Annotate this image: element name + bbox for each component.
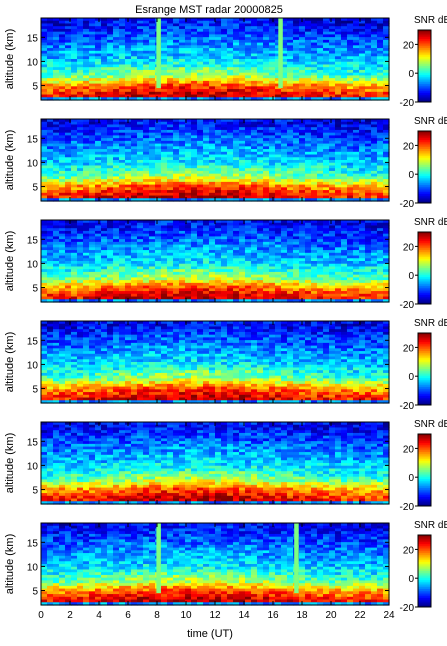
colorbar: SNR dB -20 0 20: [400, 116, 447, 210]
heatmap-cells: [41, 18, 390, 101]
y-tick-label: 15: [27, 33, 39, 44]
heatmap-cells: [41, 220, 390, 303]
colorbar-tick-label: 0: [408, 69, 414, 80]
colorbar-label: SNR dB: [414, 116, 447, 127]
data-gap-strip: [156, 18, 161, 88]
panel-2: 5 10 15 altitude (km) SNR dB -20 0 20: [4, 116, 447, 210]
colorbar-tick-label: 0: [408, 170, 414, 181]
colorbar: SNR dB -20 0 20: [400, 15, 447, 109]
colorbar-tick-label: 20: [403, 40, 415, 51]
colorbar-label: SNR dB: [414, 15, 447, 26]
colorbar-tick-label: -20: [400, 98, 415, 109]
colorbar-tick-label: -20: [400, 199, 415, 210]
data-gap-strip: [278, 18, 283, 88]
heatmap-cells: [41, 119, 390, 202]
x-axis-label: time (UT): [187, 628, 233, 640]
figure-title: Esrange MST radar 20000825: [135, 4, 283, 16]
y-tick-label: 15: [27, 134, 39, 145]
y-tick-label: 10: [27, 57, 39, 68]
y-tick-label: 10: [27, 158, 39, 169]
colorbar-tick-label: 20: [403, 141, 415, 152]
panel-1: 5 10 15 altitude (km) SNR dB -20 0 20: [4, 15, 447, 109]
y-tick-label: 5: [32, 183, 38, 194]
y-tick-label: 5: [32, 82, 38, 93]
y-axis-label: altitude (km): [4, 29, 16, 90]
y-axis-label: altitude (km): [4, 130, 16, 191]
